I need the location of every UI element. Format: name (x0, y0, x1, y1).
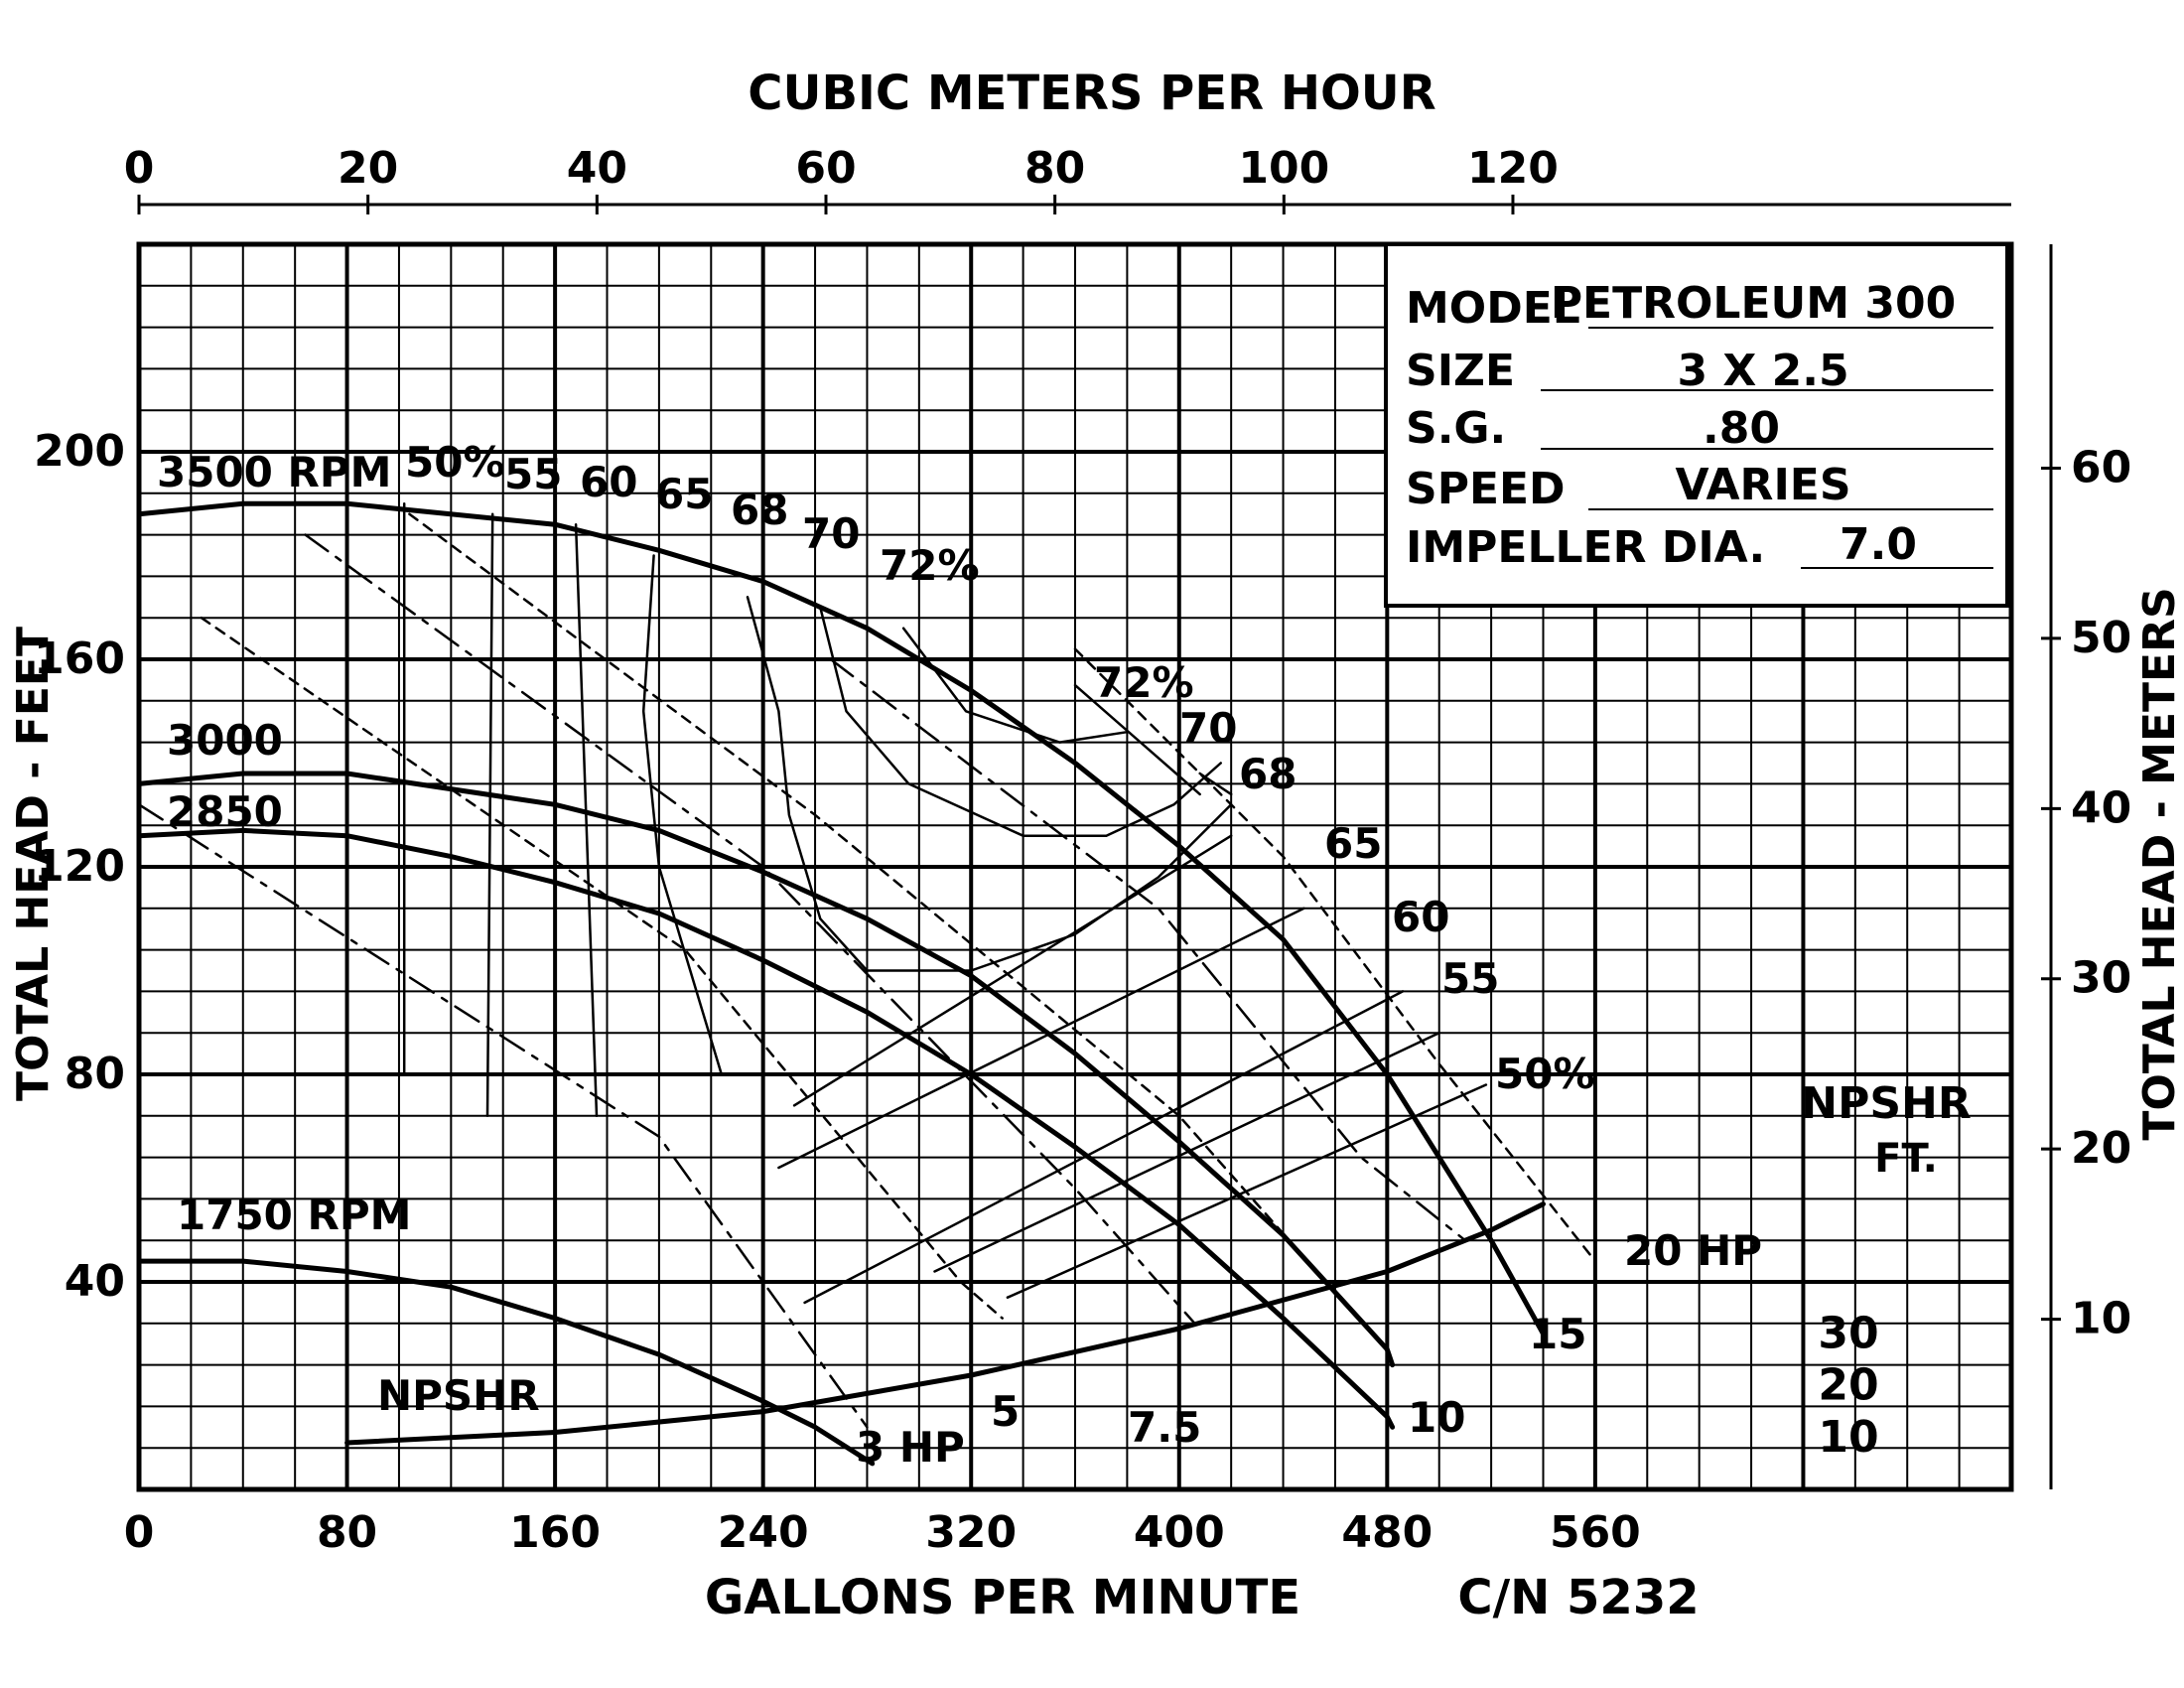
spec-sg-label: S.G. (1406, 403, 1506, 454)
plot-frame (136, 241, 2014, 1492)
x-tick-label: 320 (925, 1507, 1017, 1558)
hp-line (304, 533, 1196, 1326)
x-tick-label: 560 (1550, 1507, 1641, 1558)
x2-tick-label: 0 (124, 143, 155, 194)
y-tick-label: 200 (34, 426, 125, 477)
spec-impeller-label: IMPELLER DIA. (1406, 522, 1765, 573)
y2-tick-label: 20 (2071, 1123, 2131, 1174)
hp-line (829, 657, 1467, 1242)
x2-tick-label: 80 (1024, 143, 1085, 194)
curves (136, 500, 1597, 1467)
eff-label-60: 60 (580, 458, 637, 506)
eff-right-label-65: 65 (1324, 819, 1382, 868)
hp-line (200, 616, 1004, 1320)
spec-impeller-value: 7.0 (1840, 519, 1917, 570)
top-axis-title: CUBIC METERS PER HOUR (748, 66, 1435, 121)
efficiency-curve (819, 606, 1222, 837)
eff-right-label-55: 55 (1441, 954, 1499, 1003)
efficiency-curve (901, 627, 1129, 744)
efficiency-curve-right (1073, 683, 1201, 796)
y2-tick-label: 60 (2071, 442, 2131, 492)
hp-line (408, 512, 1373, 1336)
npshr-axis-label: NPSHR (1801, 1078, 1971, 1129)
efficiency-curve (746, 596, 1233, 972)
y2-tick-label: 40 (2071, 782, 2131, 833)
x-tick-label: 240 (718, 1507, 809, 1558)
eff-right-label-50: 50% (1495, 1050, 1595, 1098)
x-tick-label: 160 (509, 1507, 601, 1558)
spec-model-label: MODEL (1406, 283, 1580, 334)
spec-speed-value: VARIES (1675, 460, 1850, 510)
x2-tick-label: 120 (1467, 143, 1559, 194)
spec-box: MODEL PETROLEUM 300 SIZE 3 X 2.5 S.G. .8… (1384, 242, 2009, 608)
eff-label-50: 50% (405, 438, 505, 487)
x-tick-label: 400 (1134, 1507, 1225, 1558)
hp-label-3: 3 HP (856, 1423, 965, 1472)
head-label-3500: 3500 RPM (157, 448, 391, 496)
hp-label-20: 20 HP (1624, 1226, 1762, 1275)
spec-speed-label: SPEED (1406, 464, 1566, 514)
head-label-3000: 3000 (167, 716, 283, 765)
efficiency-curve (641, 554, 724, 1076)
y2-tick-label: 10 (2071, 1294, 2131, 1344)
right-axis: 10 20 30 40 50 60 (2041, 244, 2131, 1489)
x-tick-label: 0 (124, 1507, 155, 1558)
hp-label-5: 5 (991, 1387, 1020, 1436)
head-label-2850: 2850 (167, 787, 283, 836)
efficiency-curve-right (792, 834, 1233, 1107)
y-tick-label: 80 (65, 1049, 125, 1099)
npshr-curve-label: NPSHR (377, 1371, 540, 1420)
y-tick-label: 160 (34, 633, 125, 684)
eff-right-label-60: 60 (1392, 893, 1449, 941)
eff-label-72: 72% (880, 541, 980, 590)
spec-size-label: SIZE (1406, 346, 1515, 396)
x2-tick-label: 60 (795, 143, 856, 194)
hp-label-7-5: 7.5 (1128, 1403, 1201, 1452)
hp-line (1073, 647, 1597, 1263)
bottom-axis: 0 80 160 240 320 400 480 560 (124, 1507, 1641, 1558)
curve-number: C/N 5232 (1457, 1570, 1699, 1625)
eff-label-65: 65 (655, 470, 713, 518)
npshr-tick-label: 30 (1818, 1308, 1878, 1358)
hp-line (137, 803, 869, 1429)
npshr-tick-label: 10 (1818, 1412, 1878, 1463)
top-axis: 0 20 40 60 80 100 120 (124, 143, 2011, 214)
x2-tick-label: 40 (567, 143, 627, 194)
eff-right-label-72: 72% (1094, 658, 1194, 707)
x2-tick-label: 20 (338, 143, 398, 194)
y-tick-label: 40 (65, 1256, 125, 1307)
head-curve (136, 500, 1546, 1336)
hp-label-10: 10 (1408, 1393, 1465, 1442)
y-tick-label: 120 (34, 841, 125, 892)
left-axis: 40 80 120 160 200 (34, 426, 125, 1307)
head-curve (136, 1258, 876, 1467)
efficiency-curve-right (933, 1031, 1440, 1273)
x-axis-title: GALLONS PER MINUTE (705, 1570, 1300, 1625)
head-label-1750: 1750 RPM (177, 1191, 411, 1239)
spec-size-value: 3 X 2.5 (1677, 346, 1848, 396)
y2-axis-title: TOTAL HEAD - METERS (2134, 587, 2184, 1140)
x2-tick-label: 100 (1238, 143, 1329, 194)
y2-tick-label: 30 (2071, 953, 2131, 1004)
eff-label-55: 55 (504, 450, 562, 498)
hp-label-15: 15 (1529, 1310, 1586, 1358)
eff-label-70: 70 (802, 509, 860, 558)
eff-label-68: 68 (731, 486, 788, 534)
eff-right-label-68: 68 (1239, 750, 1297, 798)
efficiency-curve-right (803, 990, 1405, 1305)
npshr-axis-unit: FT. (1874, 1136, 1938, 1182)
x-tick-label: 80 (317, 1507, 377, 1558)
spec-sg-value: .80 (1703, 403, 1780, 454)
eff-right-label-70: 70 (1179, 704, 1237, 753)
y-axis-title: TOTAL HEAD - FEET (8, 627, 59, 1101)
efficiency-curve (574, 522, 599, 1118)
spec-model-value: PETROLEUM 300 (1551, 278, 1956, 329)
efficiency-curve-right (777, 907, 1305, 1170)
npshr-tick-label: 20 (1818, 1360, 1878, 1411)
y2-tick-label: 50 (2071, 613, 2131, 663)
x-tick-label: 480 (1341, 1507, 1433, 1558)
npshr-curve (344, 1201, 1546, 1446)
